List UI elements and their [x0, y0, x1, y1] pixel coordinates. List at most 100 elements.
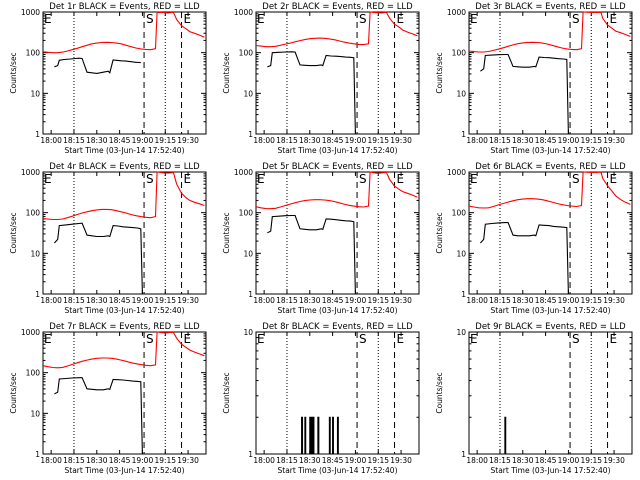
x-tick-label: 19:00 — [558, 136, 580, 145]
marker-label-s: S — [572, 172, 580, 186]
x-tick-label: 19:30 — [177, 296, 199, 305]
marker-label-s: S — [359, 12, 367, 26]
x-tick-label: 18:15 — [63, 456, 85, 465]
panel-title: Det 2r BLACK = Events, RED = LLD — [262, 2, 413, 12]
x-tick-label: 18:30 — [512, 296, 534, 305]
panel-det-4: Det 4r BLACK = Events, RED = LLD 1 10 100 10… — [9, 162, 207, 315]
marker-label-s: S — [146, 332, 154, 346]
events-series-line — [53, 222, 143, 295]
x-axis-title: Start Time (03-Jun-14 17:52:40) — [65, 306, 185, 315]
plot-frame — [255, 11, 420, 135]
panel-title: Det 7r BLACK = Events, RED = LLD — [49, 322, 200, 332]
marker-label-s: S — [572, 12, 580, 26]
x-tick-label: 19:00 — [132, 296, 154, 305]
y-tick-label: 10 — [456, 328, 466, 337]
y-tick-label: 10 — [456, 249, 466, 258]
panel-det-7: Det 7r BLACK = Events, RED = LLD 1 10 100 10… — [9, 322, 207, 475]
x-tick-label: 19:30 — [390, 296, 412, 305]
marker-label-e: E — [470, 332, 478, 346]
x-tick-label: 19:30 — [603, 296, 625, 305]
x-tick-label: 18:30 — [299, 296, 321, 305]
events-series-line — [267, 214, 356, 295]
x-tick-label: 19:30 — [390, 456, 412, 465]
panel-det-2: Det 2r BLACK = Events, RED = LLD 1 10 100 10… — [222, 2, 420, 155]
marker-label-e: E — [44, 12, 52, 26]
y-tick-label: 1 — [35, 290, 40, 299]
x-axis-title: Start Time (03-Jun-14 17:52:40) — [491, 146, 611, 155]
plot-frame — [468, 171, 633, 295]
panel-det-9: Det 9r BLACK = Events, RED = LLD 1 10 18:00… — [435, 322, 633, 475]
x-tick-label: 18:30 — [86, 136, 108, 145]
x-tick-label: 19:00 — [558, 296, 580, 305]
y-axis-title: Counts/sec — [435, 372, 444, 413]
panel-det-6: Det 6r BLACK = Events, RED = LLD 1 10 100 10… — [435, 162, 633, 315]
x-tick-label: 19:15 — [580, 136, 602, 145]
lld-series-line — [255, 171, 418, 210]
y-tick-label: 10 — [243, 328, 253, 337]
x-tick-label: 18:45 — [535, 456, 557, 465]
x-tick-label: 19:30 — [177, 136, 199, 145]
x-tick-label: 19:00 — [345, 456, 367, 465]
x-tick-label: 19:00 — [345, 296, 367, 305]
marker-label-s: S — [359, 332, 367, 346]
y-tick-label: 1 — [248, 290, 253, 299]
x-tick-label: 18:45 — [322, 296, 344, 305]
panel-title: Det 1r BLACK = Events, RED = LLD — [49, 2, 200, 12]
events-series-line — [267, 51, 356, 135]
events-series-line — [479, 222, 569, 295]
marker-label-e: E — [44, 332, 52, 346]
x-tick-label: 19:00 — [132, 456, 154, 465]
y-tick-label: 1 — [461, 450, 466, 459]
x-tick-label: 18:15 — [489, 136, 511, 145]
x-tick-label: 18:15 — [63, 136, 85, 145]
x-tick-label: 18:30 — [86, 456, 108, 465]
marker-label-e: E — [397, 172, 405, 186]
x-axis-title: Start Time (03-Jun-14 17:52:40) — [491, 466, 611, 475]
marker-label-s: S — [572, 332, 580, 346]
x-tick-label: 19:15 — [154, 136, 176, 145]
x-tick-label: 18:15 — [63, 296, 85, 305]
events-series-line — [301, 416, 339, 455]
marker-label-e: E — [257, 12, 265, 26]
x-tick-label: 18:00 — [40, 296, 62, 305]
marker-label-e: E — [610, 12, 618, 26]
panel-det-8: Det 8r BLACK = Events, RED = LLD 1 10 18:00… — [222, 322, 420, 475]
lld-series-line — [42, 171, 205, 221]
x-tick-label: 18:15 — [276, 456, 298, 465]
y-axis-title: Counts/sec — [9, 372, 18, 413]
panel-title: Det 3r BLACK = Events, RED = LLD — [475, 2, 626, 12]
x-tick-label: 18:45 — [109, 136, 131, 145]
marker-label-e: E — [470, 12, 478, 26]
y-axis-title: Counts/sec — [9, 212, 18, 253]
x-axis-title: Start Time (03-Jun-14 17:52:40) — [278, 146, 398, 155]
x-tick-label: 18:30 — [512, 136, 534, 145]
y-tick-label: 100 — [26, 209, 41, 218]
y-tick-label: 10 — [30, 249, 40, 258]
y-tick-label: 1 — [248, 450, 253, 459]
panel-title: Det 5r BLACK = Events, RED = LLD — [262, 162, 413, 172]
marker-label-s: S — [146, 12, 154, 26]
y-tick-label: 100 — [452, 209, 467, 218]
y-tick-label: 100 — [26, 49, 41, 58]
x-tick-label: 19:15 — [367, 136, 389, 145]
x-tick-label: 18:00 — [253, 456, 275, 465]
x-tick-label: 18:45 — [535, 136, 557, 145]
marker-label-e: E — [184, 332, 192, 346]
x-axis-title: Start Time (03-Jun-14 17:52:40) — [491, 306, 611, 315]
panel-det-1: Det 1r BLACK = Events, RED = LLD 1 10 100 10… — [9, 2, 207, 155]
events-series-line — [54, 57, 141, 74]
x-tick-label: 18:00 — [253, 136, 275, 145]
marker-label-e: E — [397, 332, 405, 346]
x-tick-label: 19:30 — [390, 136, 412, 145]
marker-label-e: E — [470, 172, 478, 186]
x-tick-label: 19:15 — [367, 456, 389, 465]
y-tick-label: 100 — [452, 49, 467, 58]
x-tick-label: 18:15 — [276, 136, 298, 145]
x-tick-label: 18:00 — [466, 136, 488, 145]
y-tick-label: 10 — [456, 89, 466, 98]
x-tick-label: 18:45 — [109, 296, 131, 305]
marker-label-e: E — [44, 172, 52, 186]
y-tick-label: 10 — [30, 89, 40, 98]
plot-frame — [468, 11, 633, 135]
